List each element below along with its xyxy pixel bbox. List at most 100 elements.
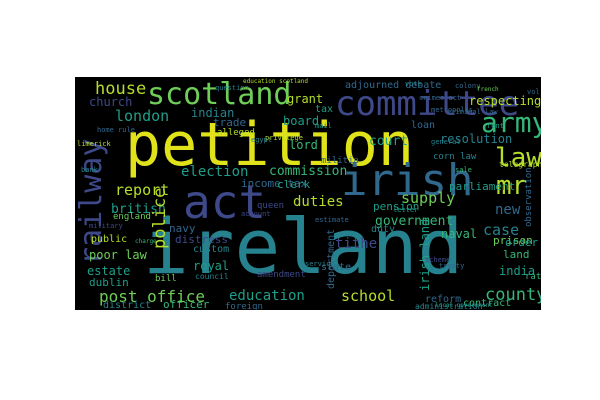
word: rate (525, 272, 541, 282)
word: parliament (449, 180, 516, 193)
word: post office (99, 287, 205, 306)
word: government (375, 214, 454, 229)
word: irish land (418, 218, 432, 291)
word: metropolis (431, 106, 474, 114)
word: rent (487, 122, 504, 130)
word: navy (169, 222, 196, 235)
word: education scotland (243, 78, 309, 85)
word: department (326, 228, 337, 289)
word: board (283, 114, 320, 128)
word: tax (315, 104, 334, 115)
word: question (215, 84, 249, 92)
word: telegraph (499, 160, 541, 169)
word: crimes act (419, 94, 462, 102)
word: treaty (439, 262, 465, 270)
word: state (321, 262, 352, 273)
word: french (477, 86, 499, 93)
word: letter (393, 206, 419, 214)
word: royal (193, 259, 230, 273)
word: contract (463, 298, 512, 309)
word: home rule (97, 126, 135, 134)
word-cloud-canvas: ireland petition irish act committee sco… (75, 77, 541, 310)
word: corn law (433, 152, 477, 162)
word: estate (87, 264, 131, 278)
word: pension (373, 200, 420, 213)
word: queen (257, 201, 285, 211)
word: england (113, 212, 151, 222)
word: school (341, 287, 396, 305)
word: supply (401, 189, 456, 207)
word: account (241, 210, 271, 218)
word: council (195, 272, 229, 281)
word: indian (191, 106, 235, 120)
word: county (485, 285, 541, 305)
word: sale (455, 166, 472, 174)
word: egypt (251, 136, 273, 144)
word: army (481, 106, 541, 139)
word: petition (125, 110, 414, 180)
word: vote (405, 80, 422, 88)
word: education (229, 288, 305, 304)
word: law (495, 143, 541, 173)
word: mr (496, 171, 528, 201)
word: trade (213, 116, 247, 129)
word: service (305, 260, 335, 268)
word: district (103, 300, 152, 311)
word: tithe (335, 236, 378, 252)
word: act (183, 175, 267, 229)
word: poor law (89, 248, 147, 262)
word: public (91, 234, 128, 245)
word: dublin (89, 276, 129, 289)
word: new (495, 202, 521, 218)
word: military (89, 222, 123, 230)
word: church (89, 95, 133, 109)
word: british (111, 202, 166, 217)
word: bank (81, 166, 98, 174)
word: adjourned debate (345, 80, 442, 91)
word: london (115, 107, 170, 125)
word: income tax (241, 177, 308, 190)
word: amendment (257, 270, 306, 280)
word: case (483, 221, 520, 239)
word: clerk (277, 178, 311, 191)
word: criminal law (447, 108, 498, 116)
word: administration (415, 302, 483, 311)
word: limerick (77, 140, 111, 148)
word: report (115, 181, 170, 199)
word: vol (527, 88, 540, 96)
word: estimate (315, 216, 349, 224)
word: committee (335, 84, 520, 124)
word: officer (163, 298, 210, 310)
word: india (499, 264, 536, 278)
word: privilege (265, 134, 303, 142)
word: duties (293, 194, 344, 210)
word: general (431, 138, 461, 146)
word: election (181, 164, 249, 180)
word: order (505, 236, 539, 249)
word: mail (315, 122, 332, 130)
word: ireland (143, 202, 464, 291)
word: duty (371, 224, 396, 235)
word: charge (135, 238, 157, 245)
word: observation (524, 167, 534, 227)
word: colony (455, 82, 481, 90)
word: land (503, 248, 530, 261)
word: house (95, 79, 147, 99)
word: naval (441, 227, 478, 241)
word: local government (435, 302, 493, 309)
word: lord (289, 138, 318, 152)
word: court (369, 134, 409, 149)
word: bill (155, 274, 177, 284)
word: scheme (425, 256, 451, 264)
word: militia (321, 156, 359, 166)
word: distress (175, 233, 228, 246)
word: prison (493, 234, 533, 247)
word: scotland (147, 77, 292, 112)
word: railway (75, 138, 109, 265)
word: reform (425, 294, 462, 305)
word: alleged (217, 128, 255, 138)
word: foreign (225, 302, 263, 311)
word: commission (269, 164, 348, 179)
word: resolution (440, 132, 513, 146)
word: irish (341, 155, 474, 206)
